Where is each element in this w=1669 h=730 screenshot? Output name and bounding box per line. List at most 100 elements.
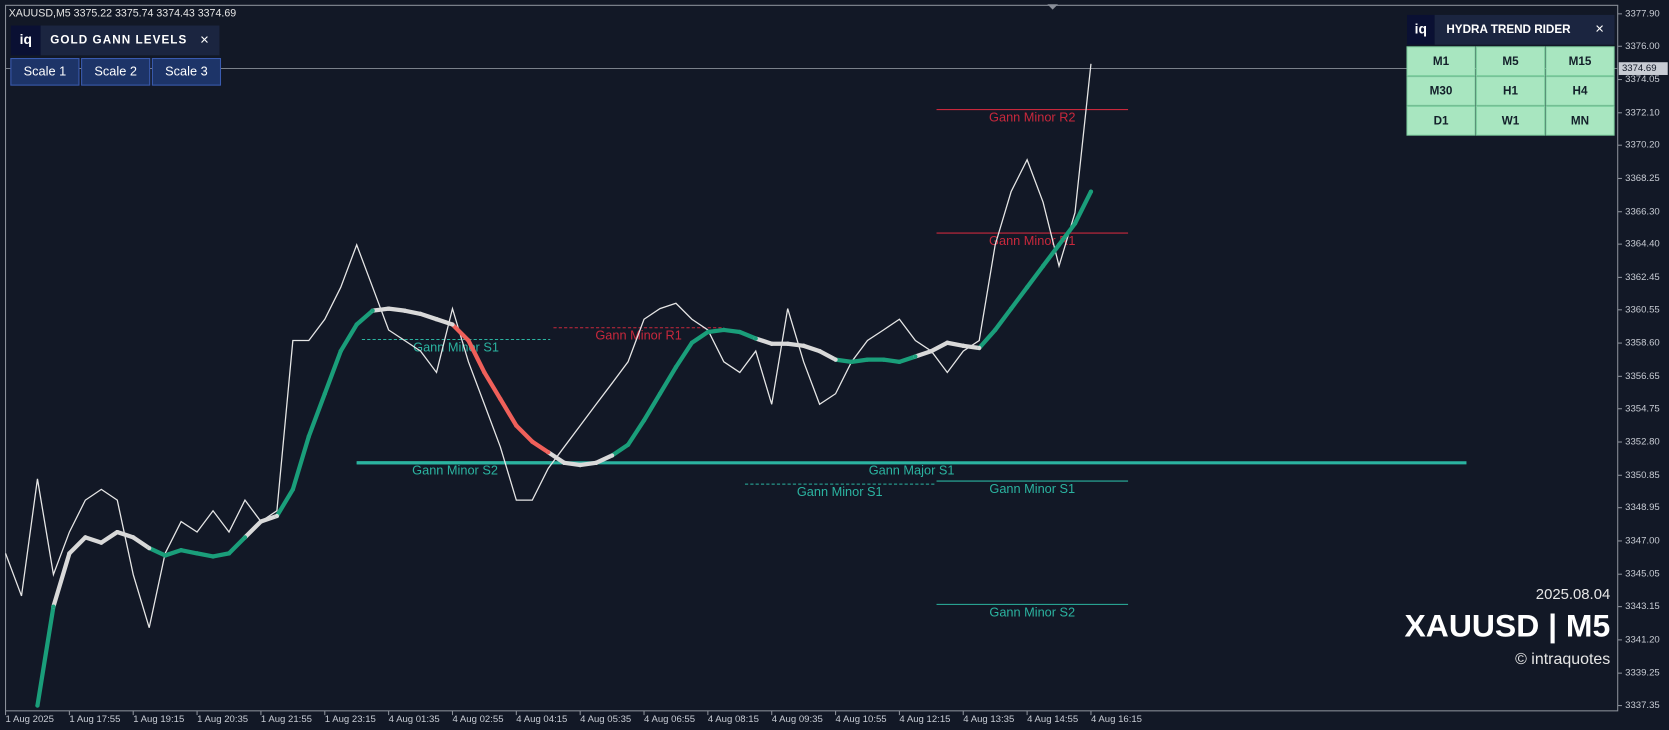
trend-segment (226, 535, 248, 556)
timeframe-button[interactable] (1545, 105, 1615, 136)
timeframe-label[interactable]: D1 (1434, 114, 1449, 127)
trend-segment (194, 551, 216, 559)
trend-segment (514, 423, 535, 444)
panel-logo: iq (1415, 20, 1427, 36)
trend-segment (817, 348, 838, 362)
scale-button-label[interactable]: Scale 3 (165, 64, 208, 79)
trend-segment (83, 535, 104, 545)
trend-segment (322, 348, 343, 396)
trend-segment (210, 551, 232, 559)
timeframe-button[interactable] (1475, 105, 1546, 136)
trend-segment (689, 329, 710, 345)
trend-point (961, 343, 966, 348)
trend-segment (450, 322, 471, 343)
trend-point (1040, 263, 1046, 269)
timeframe-button[interactable] (1406, 46, 1476, 77)
trend-point (35, 703, 40, 708)
trend-point (865, 357, 870, 362)
y-tick-label: 3341.20 (1625, 634, 1660, 645)
trend-segment (338, 322, 359, 354)
trend-point (115, 529, 120, 535)
trend-segment (913, 348, 934, 359)
trend-segment (785, 341, 806, 348)
timeframe-label[interactable]: H1 (1503, 85, 1518, 98)
timeframe-label[interactable]: M30 (1430, 85, 1453, 98)
watermark-credit: © intraquotes (1515, 651, 1610, 668)
trend-point (1072, 221, 1078, 226)
trend-point (482, 370, 487, 375)
trend-segment (163, 548, 184, 558)
trend-segment (929, 340, 950, 354)
scale-button[interactable] (81, 57, 151, 86)
trend-segment (1072, 189, 1094, 226)
trend-point (785, 341, 790, 346)
timeframe-button[interactable] (1406, 76, 1476, 106)
trend-point (258, 519, 264, 524)
trend-point (242, 535, 248, 540)
y-tick-label: 3350.85 (1625, 470, 1660, 481)
trend-point (530, 439, 535, 444)
timeframe-button[interactable] (1475, 46, 1546, 77)
trend-point (51, 604, 56, 609)
watermark-symbol: XAUUSD | M5 (1405, 607, 1611, 643)
price-tag-label: 3374.69 (1622, 63, 1657, 74)
panel-close[interactable]: × (200, 32, 209, 48)
trend-point (625, 442, 631, 447)
scale-button-label[interactable]: Scale 2 (94, 64, 137, 79)
trend-point (833, 357, 838, 362)
timeframe-button[interactable] (1406, 105, 1476, 136)
trend-point (753, 336, 758, 341)
trend-point (673, 364, 679, 370)
panel-close[interactable]: × (1595, 22, 1604, 38)
trend-segment (1056, 221, 1078, 247)
y-tick-label: 3370.20 (1625, 140, 1660, 151)
panel-logo-box (1407, 14, 1435, 45)
panel-title: HYDRA TREND RIDER (1446, 23, 1571, 36)
trend-segment (721, 327, 742, 335)
trend-segment (147, 545, 168, 558)
timeframe-label[interactable]: MN (1571, 114, 1589, 127)
trend-segment (1009, 285, 1030, 311)
panel-title-box (40, 25, 220, 56)
y-tick-label: 3368.25 (1625, 173, 1660, 184)
trend-segment (961, 343, 982, 351)
shift-marker (1047, 4, 1058, 10)
trend-point (849, 359, 854, 364)
trend-segment (578, 460, 599, 468)
timeframe-label[interactable]: M1 (1433, 55, 1450, 68)
trend-segment (258, 513, 280, 524)
scale-button[interactable] (151, 57, 222, 86)
trend-segment (753, 336, 774, 346)
trend-point (881, 357, 886, 362)
timeframe-label[interactable]: H4 (1573, 85, 1588, 98)
price-line (4, 63, 1092, 628)
y-tick-label: 3377.90 (1625, 8, 1660, 19)
x-tick-label: 4 Aug 12:15 (899, 714, 950, 725)
trend-point (466, 338, 471, 343)
gann-level-label: Gann Major S1 (869, 463, 955, 478)
trend-segment (482, 370, 503, 402)
timeframe-button[interactable] (1545, 76, 1615, 106)
trend-segment (402, 308, 423, 317)
scale-button[interactable] (10, 57, 80, 86)
panel-title: GOLD GANN LEVELS (50, 34, 187, 47)
trend-point (210, 554, 216, 559)
trend-point (274, 513, 280, 519)
trend-point (1056, 242, 1062, 247)
gann-level-label: Gann Minor S1 (413, 339, 499, 354)
timeframe-label[interactable]: M15 (1569, 55, 1592, 68)
timeframe-label[interactable]: W1 (1502, 114, 1520, 127)
watermark-date: 2025.08.04 (1536, 587, 1610, 603)
trend-segment (354, 308, 375, 327)
trend-segment (386, 306, 407, 313)
x-tick-label: 4 Aug 04:15 (516, 714, 567, 725)
x-tick-label: 4 Aug 05:35 (580, 714, 631, 725)
scale-button-label[interactable]: Scale 1 (24, 64, 67, 79)
x-tick-label: 1 Aug 19:15 (133, 714, 184, 725)
timeframe-button[interactable] (1475, 76, 1546, 106)
timeframe-label[interactable]: M5 (1502, 55, 1519, 68)
trend-point (498, 396, 503, 402)
timeframe-button[interactable] (1545, 46, 1615, 77)
y-tick-label: 3354.75 (1625, 403, 1660, 414)
trend-segment (1040, 242, 1062, 269)
